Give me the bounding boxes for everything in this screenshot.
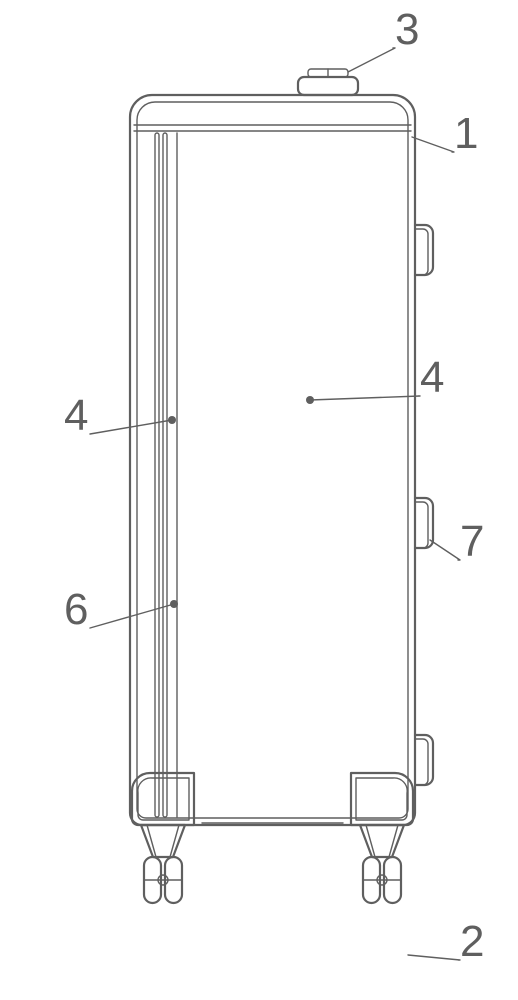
patent-figure — [0, 0, 518, 1000]
callout-label: 1 — [454, 112, 478, 156]
callout-label: 6 — [64, 588, 88, 632]
callout-label: 3 — [395, 8, 419, 52]
callout-label: 2 — [460, 920, 484, 964]
callout-label: 4 — [64, 394, 88, 438]
callout-label: 7 — [460, 520, 484, 564]
callout-label: 4 — [420, 356, 444, 400]
